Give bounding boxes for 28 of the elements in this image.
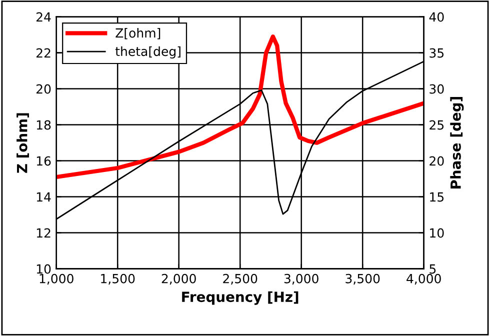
y2-tick-label: 40 (429, 12, 444, 22)
y2-tick-label: 25 (430, 120, 444, 130)
y2-tick-label: 35 (430, 48, 444, 58)
y-tick-label: 12 (36, 228, 50, 238)
y2-tick-label: 20 (430, 156, 444, 166)
y2-axis-title: Phase [deg] (450, 97, 464, 189)
y2-tick-label: 5 (430, 264, 436, 274)
x-axis-title: Frequency [Hz] (182, 291, 298, 305)
y2-tick-label: 30 (430, 84, 444, 94)
y-tick-label: 16 (36, 156, 51, 166)
x-tick-label: 1,000 (40, 274, 74, 285)
y-tick-label: 10 (36, 264, 51, 274)
y-axis-title: Z [ohm] (16, 113, 29, 173)
x-tick-label: 2,000 (162, 274, 196, 285)
y2-tick-label: 15 (430, 192, 444, 202)
x-tick-label: 3,500 (346, 274, 380, 285)
legend-label: theta[deg] (115, 46, 180, 58)
x-tick-label: 2,500 (223, 274, 258, 285)
x-tick-label: 1,500 (101, 274, 135, 285)
legend-label: Z[ohm] (116, 28, 160, 40)
y-tick-label: 22 (36, 48, 50, 58)
y-tick-label: 24 (36, 12, 51, 22)
y2-tick-label: 10 (430, 228, 444, 238)
y-tick-label: 14 (36, 192, 51, 202)
y-tick-label: 18 (36, 120, 51, 130)
x-tick-label: 3,000 (284, 274, 318, 285)
y-tick-label: 20 (36, 84, 51, 94)
x-tick-label: 4,000 (406, 274, 441, 285)
